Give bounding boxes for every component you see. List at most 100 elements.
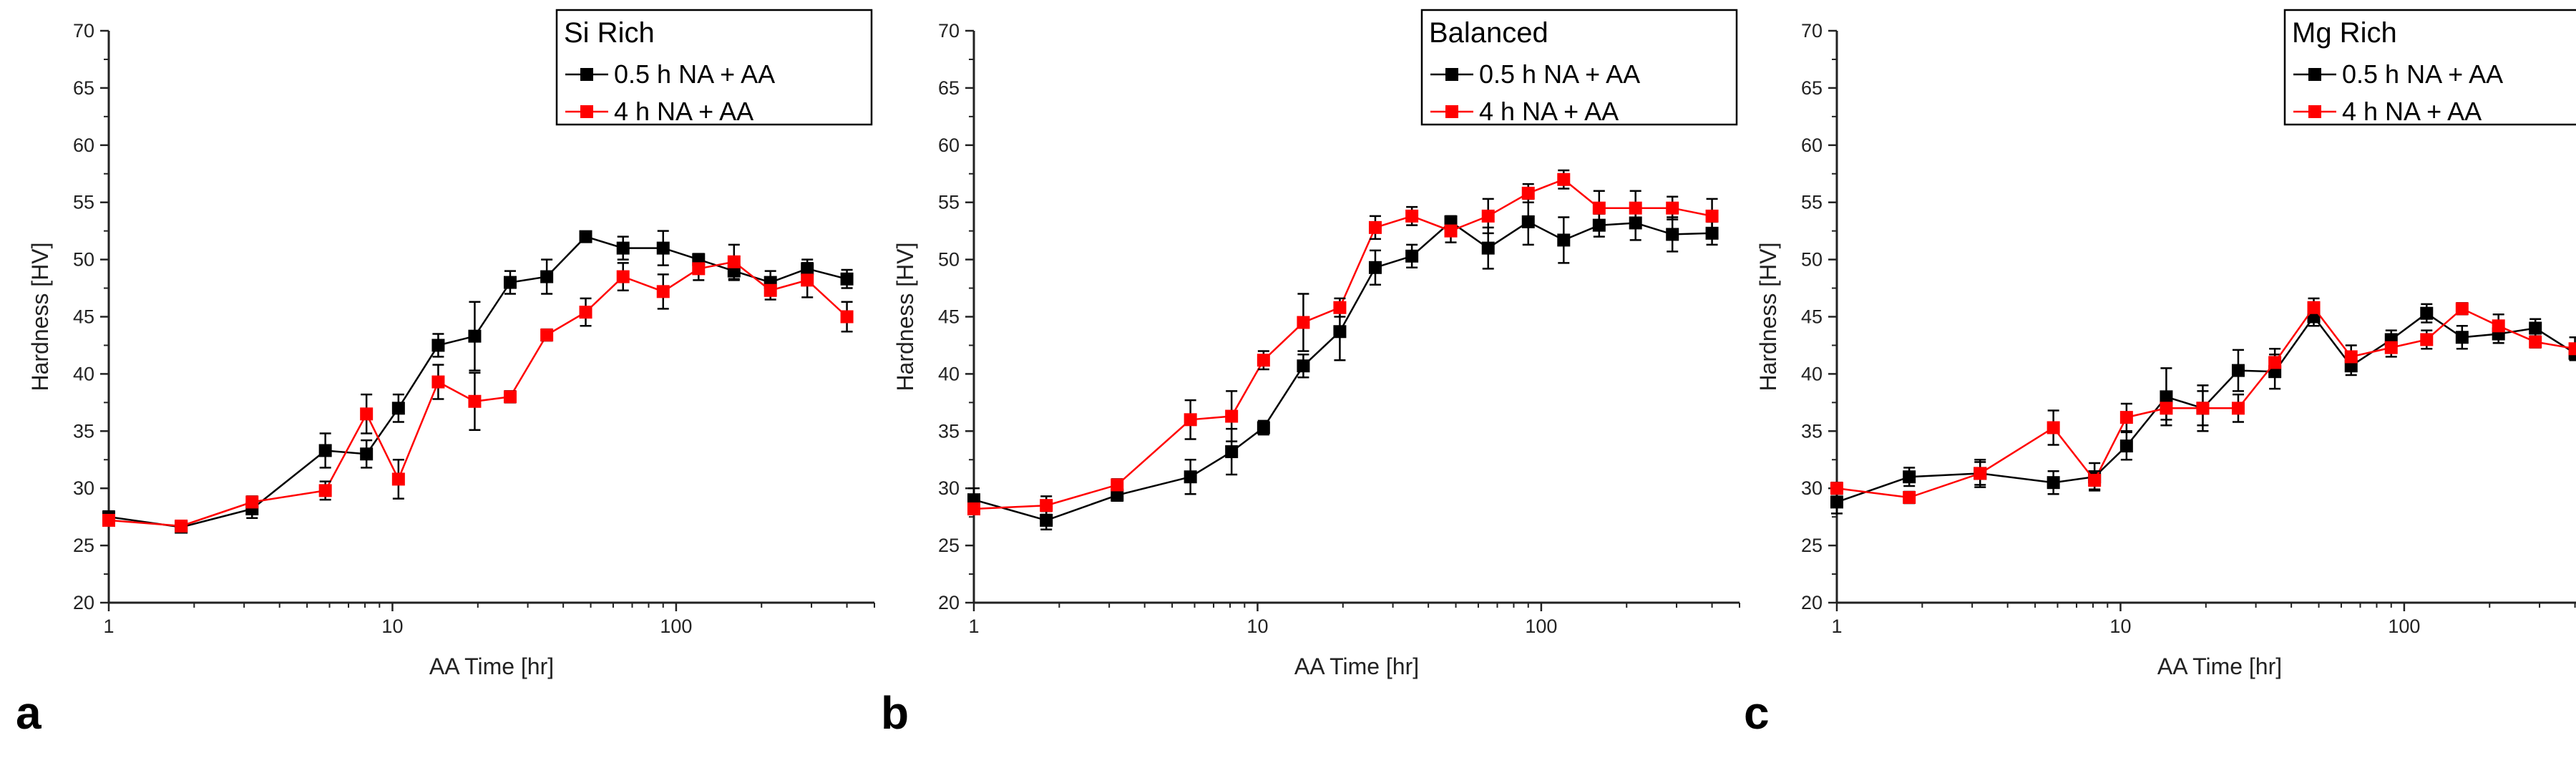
legend-marker bbox=[580, 105, 593, 118]
y-axis-title: Hardness [HV] bbox=[892, 242, 918, 391]
data-point bbox=[656, 241, 670, 255]
legend-marker bbox=[2308, 105, 2321, 118]
y-tick-label: 25 bbox=[73, 535, 94, 556]
x-tick-label: 100 bbox=[660, 616, 692, 637]
y-tick-label: 60 bbox=[73, 135, 94, 156]
data-point bbox=[2529, 335, 2542, 349]
legend-marker bbox=[2308, 68, 2321, 81]
data-point bbox=[1592, 201, 1606, 215]
data-point bbox=[360, 407, 374, 421]
data-point bbox=[468, 394, 482, 408]
data-point bbox=[1666, 201, 1679, 215]
data-point bbox=[1368, 261, 1382, 274]
data-point bbox=[2119, 411, 2133, 424]
legend: Mg Rich 0.5 h NA + AA 4 h NA + AA bbox=[2283, 9, 2576, 126]
series-red bbox=[1830, 297, 2576, 505]
y-tick-label: 30 bbox=[1801, 477, 1823, 499]
data-point bbox=[1521, 215, 1535, 228]
y-tick-label: 40 bbox=[1801, 363, 1823, 384]
y-tick-label: 60 bbox=[1801, 135, 1823, 156]
legend-label: 4 h NA + AA bbox=[2342, 97, 2482, 126]
data-point bbox=[579, 306, 592, 319]
data-point bbox=[1557, 173, 1571, 186]
series-black bbox=[1830, 303, 2576, 515]
data-point bbox=[579, 230, 592, 243]
legend: Balanced 0.5 h NA + AA 4 h NA + AA bbox=[1420, 9, 1738, 126]
y-tick-label: 50 bbox=[73, 249, 94, 271]
y-tick-label: 45 bbox=[938, 306, 960, 328]
legend-item: 4 h NA + AA bbox=[565, 97, 753, 126]
data-point bbox=[2492, 319, 2505, 333]
legend-item: 4 h NA + AA bbox=[2293, 97, 2482, 126]
y-tick-label: 70 bbox=[1801, 20, 1823, 42]
data-point bbox=[967, 502, 980, 515]
y-tick-label: 30 bbox=[938, 477, 960, 499]
data-point bbox=[1368, 220, 1382, 234]
data-point bbox=[1111, 488, 1124, 502]
data-point bbox=[2420, 333, 2434, 346]
data-point bbox=[1705, 209, 1719, 223]
data-point bbox=[1297, 316, 1310, 329]
y-tick-label: 50 bbox=[938, 249, 960, 271]
series-black bbox=[102, 230, 854, 534]
data-point bbox=[2046, 421, 2060, 434]
legend-label: 0.5 h NA + AA bbox=[1479, 59, 1640, 89]
data-point bbox=[727, 255, 741, 268]
legend-marker bbox=[1445, 68, 1458, 81]
x-tick-label: 1 bbox=[103, 616, 114, 637]
legend-title: Si Rich bbox=[564, 17, 655, 49]
data-point bbox=[1481, 241, 1495, 255]
data-point bbox=[616, 270, 630, 283]
series-black bbox=[967, 198, 1719, 530]
data-point bbox=[1333, 325, 1347, 339]
data-point bbox=[1521, 186, 1535, 200]
x-tick-label: 10 bbox=[381, 616, 403, 637]
legend-box bbox=[555, 9, 873, 126]
data-point bbox=[2046, 476, 2060, 490]
panel-a: 20 25 30 35 40 45 50 55 60 65 70 1 10 100 AA Time [hr]… bbox=[16, 9, 875, 739]
legend-item: 4 h NA + AA bbox=[1430, 97, 1619, 126]
y-tick-label: 20 bbox=[1801, 592, 1823, 613]
data-point bbox=[1040, 499, 1053, 512]
data-point bbox=[763, 283, 777, 297]
data-point bbox=[391, 472, 405, 486]
legend-label: 0.5 h NA + AA bbox=[614, 59, 775, 89]
data-point bbox=[2455, 302, 2469, 316]
y-tick-label: 20 bbox=[938, 592, 960, 613]
x-tick-label: 10 bbox=[2109, 616, 2131, 637]
data-point bbox=[2455, 331, 2469, 344]
data-point bbox=[1903, 490, 1916, 504]
data-point bbox=[2568, 342, 2576, 356]
data-point bbox=[2231, 402, 2245, 415]
data-point bbox=[1444, 224, 1458, 238]
x-tick-label: 1 bbox=[1831, 616, 1842, 637]
y-tick-label: 35 bbox=[1801, 420, 1823, 442]
y-tick-label: 55 bbox=[938, 192, 960, 213]
panel-letter: b bbox=[881, 687, 909, 739]
x-axis-title: AA Time [hr] bbox=[429, 653, 554, 679]
legend-item: 0.5 h NA + AA bbox=[565, 59, 775, 89]
y-axis-title: Hardness [HV] bbox=[1755, 242, 1781, 391]
data-point bbox=[2529, 321, 2542, 335]
y-tick-label: 25 bbox=[1801, 535, 1823, 556]
data-point bbox=[102, 513, 115, 527]
data-point bbox=[1040, 513, 1053, 527]
data-point bbox=[1405, 249, 1419, 263]
legend-marker bbox=[1445, 105, 1458, 118]
data-point bbox=[2344, 350, 2358, 364]
y-tick-label: 55 bbox=[73, 192, 94, 213]
x-tick-label: 100 bbox=[1525, 616, 1557, 637]
data-point bbox=[840, 272, 854, 286]
data-point bbox=[1297, 359, 1310, 373]
data-point bbox=[1225, 409, 1239, 423]
series-line bbox=[973, 220, 1712, 522]
data-point bbox=[360, 447, 374, 461]
y-tick-label: 40 bbox=[938, 363, 960, 384]
data-point bbox=[2420, 306, 2434, 320]
data-point bbox=[503, 390, 517, 404]
data-point bbox=[1974, 467, 1987, 480]
legend-label: 4 h NA + AA bbox=[614, 97, 753, 126]
panel-c: 20 25 30 35 40 45 50 55 60 65 70 1 10 100 AA Time [hr]… bbox=[1744, 9, 2576, 739]
series-red bbox=[967, 169, 1719, 516]
x-axis-title: AA Time [hr] bbox=[2157, 653, 2282, 679]
